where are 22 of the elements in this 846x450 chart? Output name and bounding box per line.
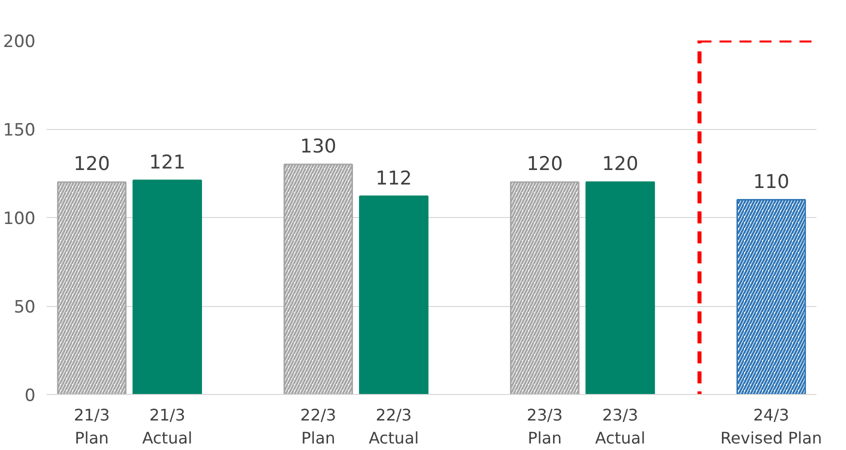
y-tick-label: 50 bbox=[14, 298, 36, 318]
x-tick-label: 21/3 Actual bbox=[142, 406, 192, 448]
data-label: 120 bbox=[74, 153, 110, 176]
x-tick-label: 24/3 Revised Plan bbox=[720, 406, 822, 448]
data-label: 120 bbox=[602, 153, 638, 176]
data-label: 121 bbox=[149, 151, 186, 174]
data-label: 130 bbox=[300, 135, 336, 158]
bar bbox=[359, 196, 428, 394]
x-tick-label: 22/3 Actual bbox=[368, 406, 419, 448]
y-tick-label: 100 bbox=[3, 209, 36, 229]
x-tick-label: 21/3 Plan bbox=[74, 406, 110, 448]
bar bbox=[586, 181, 655, 394]
data-label: 120 bbox=[526, 153, 563, 176]
x-tick-label: 22/3 Plan bbox=[300, 406, 336, 448]
y-tick-label: 200 bbox=[3, 32, 36, 52]
y-tick-label: 0 bbox=[24, 386, 36, 406]
data-label: 110 bbox=[753, 170, 790, 193]
x-tick-label: 23/3 Actual bbox=[595, 406, 646, 448]
x-tick-label: 23/3 Plan bbox=[526, 406, 563, 448]
bar bbox=[132, 180, 202, 394]
y-tick-label: 150 bbox=[3, 120, 36, 140]
data-label: 112 bbox=[376, 167, 412, 190]
